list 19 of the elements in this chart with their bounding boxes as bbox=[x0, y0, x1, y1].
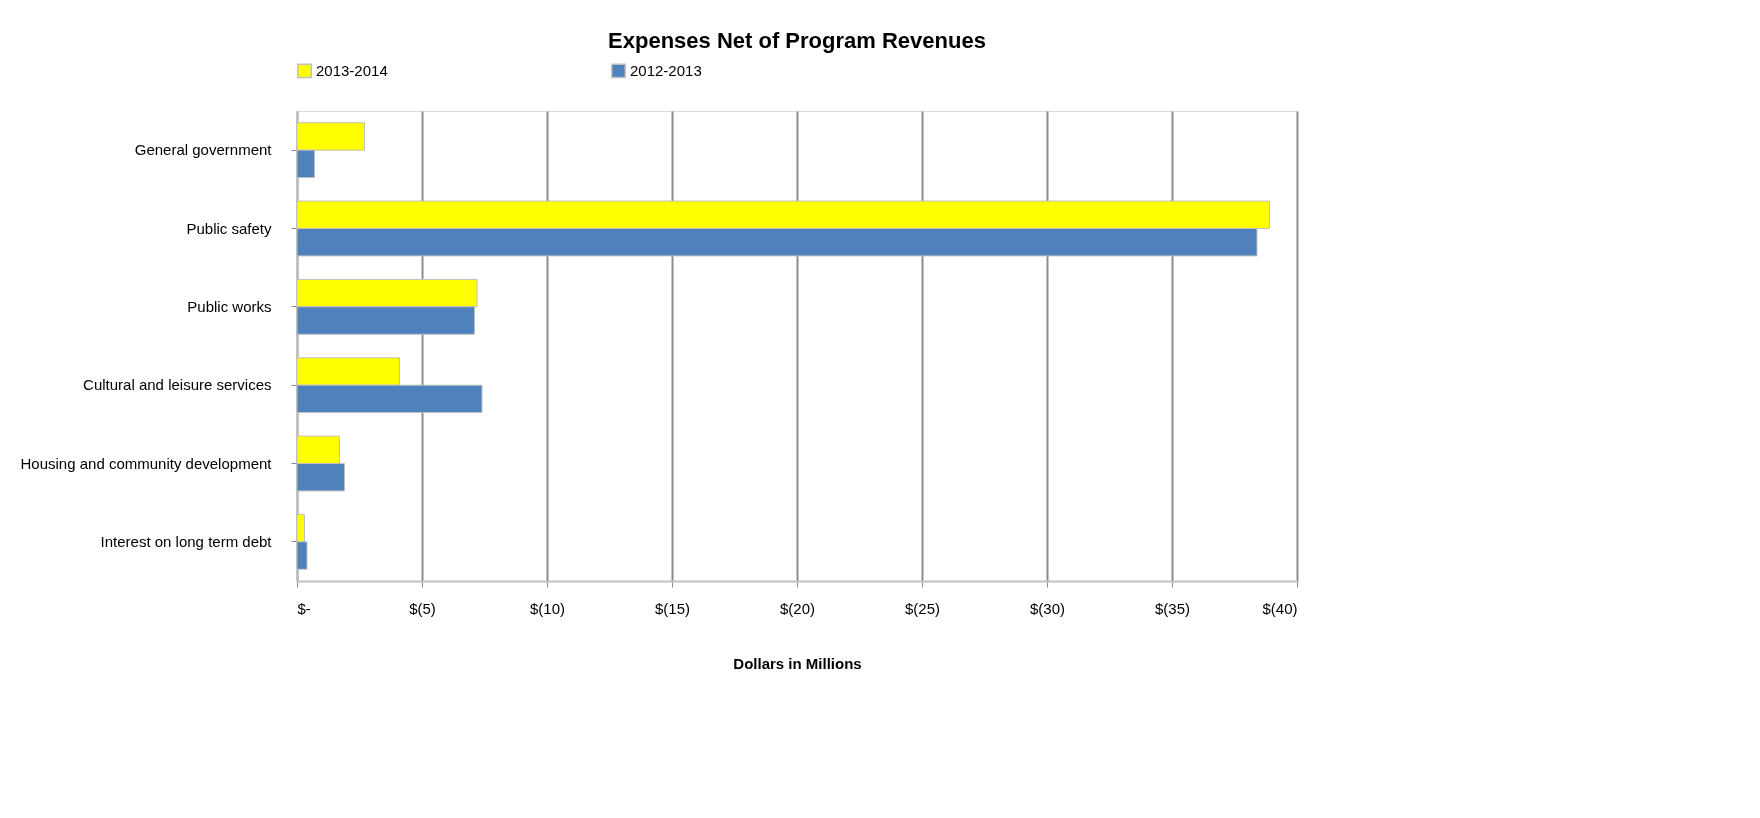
x-tick-label: $(25) bbox=[904, 599, 941, 617]
legend-label: 2012-2013 bbox=[630, 61, 702, 79]
x-tick-label: $(5) bbox=[409, 599, 436, 617]
y-tick-label: Public works bbox=[187, 297, 272, 315]
chart-title: Expenses Net of Program Revenues bbox=[608, 28, 986, 53]
x-tick-label: $(35) bbox=[1154, 599, 1191, 617]
x-tick-label: $- bbox=[297, 599, 311, 617]
y-tick-label: Housing and community development bbox=[20, 454, 273, 472]
y-tick-label: Public safety bbox=[186, 219, 272, 237]
legend-label: 2013-2014 bbox=[316, 61, 388, 79]
x-tick-label: $(15) bbox=[654, 599, 691, 617]
y-tick-label: Interest on long term debt bbox=[100, 532, 273, 550]
x-tick-label: $(40) bbox=[1262, 599, 1298, 617]
y-tick-label: Cultural and leisure services bbox=[83, 376, 272, 394]
x-tick-label: $(10) bbox=[529, 599, 566, 617]
x-tick-label: $(30) bbox=[1029, 599, 1066, 617]
y-tick-label: General government bbox=[134, 141, 273, 159]
x-tick-label: $(20) bbox=[779, 599, 816, 617]
x-axis-title: Dollars in Millions bbox=[733, 654, 862, 672]
